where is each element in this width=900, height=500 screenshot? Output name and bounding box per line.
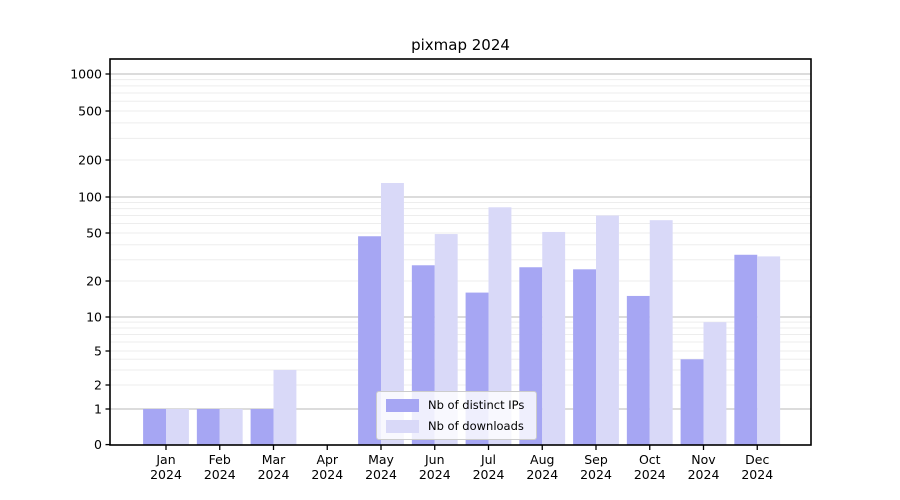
bar-downloads-feb xyxy=(219,409,243,445)
bar-downloads-may xyxy=(381,182,404,445)
x-tick-label-oct: Oct 2024 xyxy=(634,452,666,482)
bar-distinct-ips-dec xyxy=(734,254,758,445)
x-tick-label-nov: Nov 2024 xyxy=(688,452,720,482)
y-tick-label: 1000 xyxy=(70,66,102,81)
y-tick-label: 1 xyxy=(94,401,102,416)
bar-distinct-ips-oct xyxy=(626,295,650,445)
bar-downloads-jul xyxy=(488,207,512,445)
x-tick-label-apr: Apr 2024 xyxy=(311,452,343,482)
x-tick-label-jul: Jul 2024 xyxy=(473,452,505,482)
y-tick-label: 5 xyxy=(94,343,102,358)
chart-legend: Nb of distinct IPs Nb of downloads xyxy=(376,391,538,440)
x-tick-label-dec: Dec 2024 xyxy=(741,452,773,482)
bar-distinct-ips-sep xyxy=(573,269,596,445)
bar-downloads-sep xyxy=(596,215,619,445)
y-tick-label: 50 xyxy=(86,225,102,240)
bar-distinct-ips-may xyxy=(358,236,381,445)
y-tick-label: 200 xyxy=(78,152,102,167)
x-tick-label-aug: Aug 2024 xyxy=(526,452,558,482)
plot-frame xyxy=(109,58,812,446)
legend-label-distinct-ips: Nb of distinct IPs xyxy=(428,398,525,412)
bar-downloads-mar xyxy=(273,369,297,445)
x-tick-label-mar: Mar 2024 xyxy=(258,452,290,482)
x-tick-label-feb: Feb 2024 xyxy=(204,452,236,482)
y-tick-label: 500 xyxy=(78,103,102,118)
bar-distinct-ips-jan xyxy=(143,409,166,445)
y-tick-label: 10 xyxy=(86,309,102,324)
y-tick-label: 2 xyxy=(94,377,102,392)
x-tick-label-sep: Sep 2024 xyxy=(580,452,612,482)
x-tick-label-may: May 2024 xyxy=(365,452,397,482)
bar-downloads-jan xyxy=(166,409,189,445)
bar-distinct-ips-feb xyxy=(196,409,220,445)
bar-downloads-dec xyxy=(757,256,781,445)
bar-downloads-aug xyxy=(542,231,566,445)
y-tick-label: 0 xyxy=(94,437,102,452)
legend-item-distinct-ips: Nb of distinct IPs xyxy=(386,398,524,412)
legend-item-downloads: Nb of downloads xyxy=(386,419,524,433)
legend-label-downloads: Nb of downloads xyxy=(428,419,524,433)
x-tick-label-jan: Jan 2024 xyxy=(150,452,182,482)
y-tick-label: 20 xyxy=(86,273,102,288)
legend-swatch-distinct-ips xyxy=(386,398,419,412)
x-tick-label-jun: Jun 2024 xyxy=(419,452,451,482)
bar-downloads-nov xyxy=(703,322,727,445)
legend-swatch-downloads xyxy=(386,419,419,433)
bar-distinct-ips-nov xyxy=(680,359,704,445)
y-tick-label: 100 xyxy=(78,189,102,204)
bar-distinct-ips-mar xyxy=(250,409,274,445)
bar-downloads-oct xyxy=(649,220,673,445)
